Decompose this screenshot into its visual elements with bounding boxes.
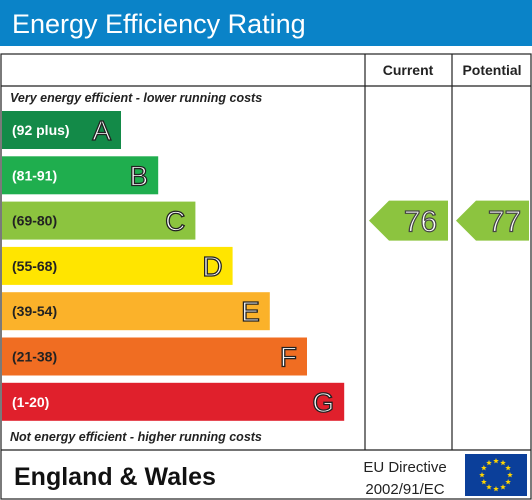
region-label: England & Wales (14, 463, 216, 491)
potential-rating-arrow-value: 77 (488, 206, 521, 239)
eu-flag-star (505, 465, 511, 471)
band-e: (39-54) E (2, 292, 270, 331)
band-letter-a: A (92, 115, 111, 146)
chart-title: Energy Efficiency Rating (12, 9, 306, 39)
eu-flag-star (486, 459, 492, 466)
eu-flag-star (479, 472, 485, 478)
band-bar-b (2, 156, 159, 195)
band-g: (1-20) G (2, 382, 345, 421)
band-range-f: (21-38) (12, 349, 57, 365)
eu-directive-line1: EU Directive (363, 459, 446, 476)
band-bar-e (2, 292, 270, 331)
eu-directive-line2: 2002/91/EC (365, 481, 444, 498)
current-rating-arrow-shape (369, 200, 448, 241)
current-rating-arrow: 76 (369, 200, 448, 241)
eu-flag-star (481, 465, 487, 471)
potential-rating-arrow: 77 (456, 200, 529, 241)
potential-column-header: Potential (462, 62, 521, 78)
eu-flag-star (500, 484, 506, 490)
band-range-g: (1-20) (12, 394, 49, 410)
band-range-a: (92 plus) (12, 122, 70, 138)
eu-flag-star (493, 458, 499, 464)
chart-frame (0, 53, 532, 500)
band-range-b: (81-91) (12, 167, 57, 183)
rating-arrows: 76 77 (369, 200, 529, 241)
band-bar-d (2, 246, 233, 285)
potential-rating-arrow-shape (456, 200, 529, 241)
band-bar-f (2, 337, 307, 376)
eu-flag-icon (465, 454, 527, 496)
band-a: (92 plus) A (2, 111, 121, 149)
band-range-e: (39-54) (12, 303, 57, 319)
band-letter-g: G (312, 387, 334, 418)
eu-flag-star (486, 484, 492, 490)
band-letter-e: E (241, 296, 260, 327)
band-d: (55-68) D (2, 246, 233, 285)
band-bar-a (2, 111, 121, 149)
eu-flag-star (507, 472, 513, 478)
band-c: (69-80) C (2, 201, 196, 240)
band-b: (81-91) B (2, 156, 159, 195)
eu-flag-star (500, 459, 506, 466)
current-column-header: Current (383, 62, 434, 78)
band-letter-b: B (130, 160, 149, 191)
band-bar-g (2, 382, 345, 421)
band-f: (21-38) F (2, 337, 307, 376)
band-range-c: (69-80) (12, 213, 57, 229)
eu-flag-star (505, 479, 511, 485)
top-note: Very energy efficient - lower running co… (10, 91, 262, 105)
band-letter-c: C (165, 206, 185, 237)
eu-flag-star (493, 486, 499, 492)
bottom-note: Not energy efficient - higher running co… (10, 430, 262, 444)
eu-flag-star (481, 479, 487, 485)
header-bar (0, 0, 532, 46)
band-letter-d: D (202, 251, 222, 282)
rating-bands: (92 plus) A (81-91) B (69-80) C (55-68) D (39-54… (2, 111, 345, 421)
current-rating-arrow-value: 76 (404, 206, 437, 239)
band-letter-f: F (280, 342, 297, 373)
band-range-d: (55-68) (12, 258, 57, 274)
band-bar-c (2, 201, 196, 240)
